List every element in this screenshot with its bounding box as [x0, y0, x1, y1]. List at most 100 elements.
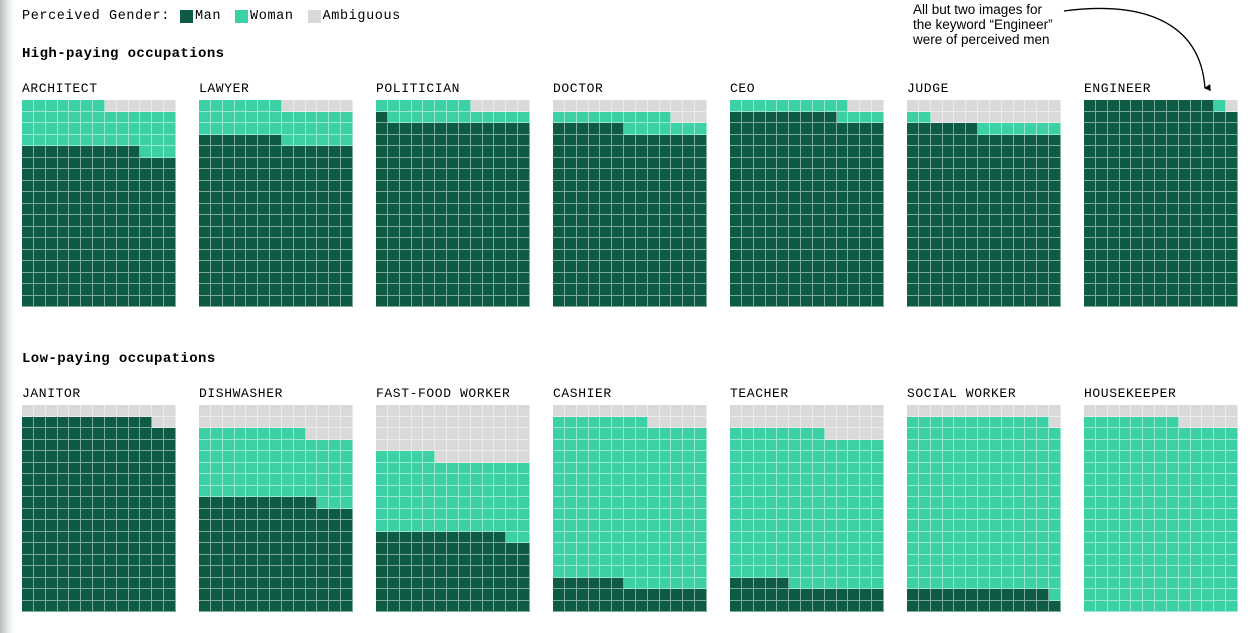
waffle-cell: [116, 474, 129, 486]
waffle-cell: [978, 295, 990, 307]
waffle-cell: [730, 577, 742, 589]
waffle-cell: [494, 474, 507, 486]
waffle-cell: [1190, 169, 1203, 181]
waffle-cell: [210, 497, 223, 509]
waffle-cell: [659, 577, 672, 589]
waffle-cell: [69, 238, 82, 250]
waffle-cell: [140, 146, 153, 158]
waffle-cell: [1013, 180, 1026, 192]
waffle-cell: [1119, 497, 1132, 509]
waffle-cell: [824, 474, 837, 486]
waffle-cell: [671, 134, 684, 146]
waffle-cell: [1025, 520, 1038, 532]
waffle-cell: [246, 203, 259, 215]
waffle-cell: [329, 134, 342, 146]
waffle-cell: [1119, 272, 1132, 284]
waffle-cell: [753, 439, 766, 451]
waffle-cell: [600, 462, 613, 474]
waffle-cell: [1037, 295, 1050, 307]
waffle-cell: [518, 180, 530, 192]
waffle-cell: [730, 428, 742, 440]
waffle-cell: [741, 226, 754, 238]
waffle-cell: [624, 577, 636, 589]
waffle-cell: [1155, 600, 1167, 612]
waffle-cell: [966, 111, 979, 123]
waffle-cell: [246, 180, 259, 192]
waffle-cell: [22, 600, 34, 612]
waffle-cell: [612, 416, 625, 428]
waffle-cell: [836, 157, 849, 169]
waffle-cell: [210, 566, 223, 578]
waffle-cell: [317, 261, 330, 273]
waffle-cell: [848, 284, 861, 296]
waffle-cell: [824, 192, 837, 204]
waffle-cell: [164, 508, 176, 520]
waffle-cell: [576, 485, 589, 497]
waffle-cell: [1095, 589, 1108, 601]
waffle-cell: [907, 203, 919, 215]
waffle-cell: [765, 566, 778, 578]
waffle-cell: [848, 439, 861, 451]
waffle-cell: [341, 134, 353, 146]
waffle-cell: [317, 554, 330, 566]
waffle-cell: [1084, 589, 1096, 601]
waffle-cell: [683, 589, 696, 601]
waffle-cell: [576, 284, 589, 296]
waffle-cell: [116, 439, 129, 451]
waffle-cell: [116, 100, 129, 112]
waffle-cell: [317, 474, 330, 486]
waffle-cell: [69, 462, 82, 474]
waffle-cell: [317, 123, 330, 135]
waffle-cell: [93, 192, 105, 204]
waffle-cell: [942, 428, 955, 440]
waffle-cell: [293, 134, 306, 146]
waffle-cell: [423, 474, 436, 486]
waffle-cell: [659, 261, 672, 273]
waffle-cell: [1202, 462, 1215, 474]
waffle-cell: [423, 520, 436, 532]
waffle-cell: [671, 462, 684, 474]
waffle-cell: [635, 497, 648, 509]
legend-item-woman: Woman: [235, 9, 294, 24]
waffle-cell: [741, 439, 754, 451]
waffle-cell: [978, 192, 990, 204]
waffle-cell: [564, 226, 577, 238]
waffle-cell: [989, 284, 1002, 296]
waffle-cell: [989, 100, 1002, 112]
waffle-cell: [600, 554, 613, 566]
waffle-cell: [494, 123, 507, 135]
waffle-cell: [600, 543, 613, 555]
waffle-cell: [506, 169, 519, 181]
waffle-cell: [824, 226, 837, 238]
waffle-cell: [116, 134, 129, 146]
waffle-cell: [317, 462, 330, 474]
waffle-cell: [22, 566, 34, 578]
waffle-cell: [281, 238, 294, 250]
waffle-cell: [270, 249, 282, 261]
waffle-cell: [387, 589, 400, 601]
waffle-cell: [860, 157, 873, 169]
waffle-cell: [81, 508, 94, 520]
waffle-cell: [1143, 577, 1156, 589]
waffle-cell: [128, 284, 141, 296]
waffle-cell: [1131, 157, 1144, 169]
waffle-cell: [435, 215, 448, 227]
waffle-cell: [258, 497, 271, 509]
waffle-cell: [588, 405, 601, 417]
waffle-cell: [234, 123, 247, 135]
waffle-cell: [435, 577, 448, 589]
waffle-cell: [435, 497, 448, 509]
waffle-cell: [140, 249, 153, 261]
waffle-cell: [1107, 111, 1120, 123]
waffle-cell: [69, 508, 82, 520]
waffle-cell: [1226, 508, 1238, 520]
waffle-cell: [376, 474, 388, 486]
waffle-cell: [164, 146, 176, 158]
waffle-cell: [57, 428, 70, 440]
waffle-cell: [93, 439, 105, 451]
waffle-cell: [741, 600, 754, 612]
waffle-cell: [399, 531, 412, 543]
waffle-cell: [140, 474, 153, 486]
waffle-cell: [671, 520, 684, 532]
waffle-cell: [860, 180, 873, 192]
